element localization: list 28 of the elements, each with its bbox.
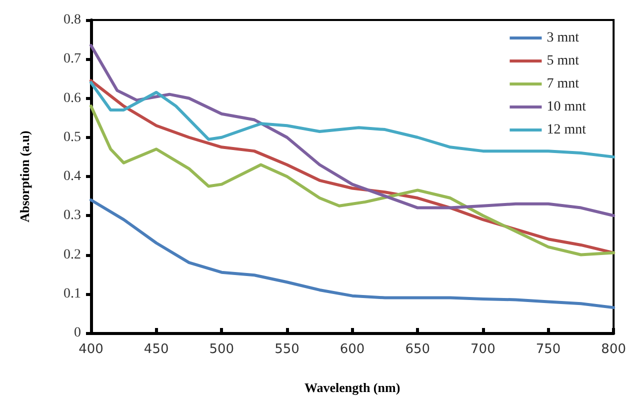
y-tick-label: 0.5 bbox=[64, 130, 81, 145]
y-tick-label: 0.1 bbox=[64, 286, 81, 302]
legend-label: 5 mnt bbox=[546, 54, 580, 68]
y-tick-label: 0.4 bbox=[64, 169, 81, 184]
x-tick-label: 550 bbox=[274, 342, 300, 357]
x-tick-label: 750 bbox=[536, 342, 561, 357]
y-tick-label: 0.3 bbox=[64, 208, 81, 224]
legend-label: 7 mnt bbox=[546, 76, 580, 92]
x-tick-label: 450 bbox=[144, 342, 169, 357]
line-series bbox=[90, 79, 616, 254]
y-tick-label: 0.2 bbox=[64, 247, 81, 262]
x-tick-label: 500 bbox=[209, 342, 234, 357]
x-tick-label: 400 bbox=[78, 342, 104, 357]
line-series bbox=[90, 198, 616, 310]
x-tick-label: 700 bbox=[470, 342, 496, 357]
y-tick-label: 0.8 bbox=[64, 12, 81, 28]
y-tick-label: 0 bbox=[74, 326, 81, 340]
x-tick-label: 600 bbox=[340, 342, 365, 357]
legend-label: 12 mnt bbox=[546, 122, 586, 138]
line-series bbox=[90, 44, 616, 218]
x-tick-label: 650 bbox=[405, 342, 430, 357]
y-axis-title: Absorption (a.u) bbox=[17, 130, 32, 222]
y-tick-label: 0.6 bbox=[64, 90, 81, 106]
y-tick-label: 0.7 bbox=[64, 52, 81, 67]
x-axis-title: Wavelength (nm) bbox=[304, 380, 400, 395]
x-tick-label: 800 bbox=[601, 342, 626, 357]
legend-label: 10 mnt bbox=[546, 100, 586, 114]
legend-label: 3 mnt bbox=[546, 30, 580, 46]
